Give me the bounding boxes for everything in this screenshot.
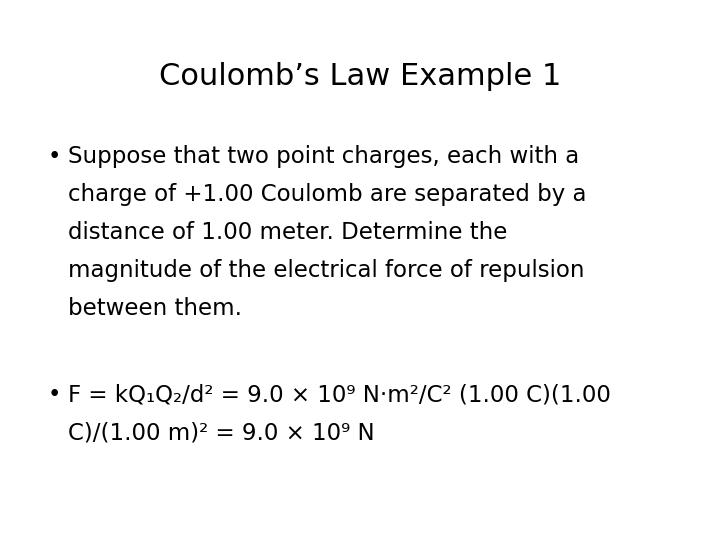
Text: •: • bbox=[48, 145, 61, 168]
Text: charge of +1.00 Coulomb are separated by a: charge of +1.00 Coulomb are separated by… bbox=[68, 183, 587, 206]
Text: Suppose that two point charges, each with a: Suppose that two point charges, each wit… bbox=[68, 145, 580, 168]
Text: distance of 1.00 meter. Determine the: distance of 1.00 meter. Determine the bbox=[68, 221, 508, 244]
Text: magnitude of the electrical force of repulsion: magnitude of the electrical force of rep… bbox=[68, 259, 585, 282]
Text: between them.: between them. bbox=[68, 297, 242, 320]
Text: Coulomb’s Law Example 1: Coulomb’s Law Example 1 bbox=[159, 62, 561, 91]
Text: F = kQ₁Q₂/d² = 9.0 × 10⁹ N·m²/C² (1.00 C)(1.00: F = kQ₁Q₂/d² = 9.0 × 10⁹ N·m²/C² (1.00 C… bbox=[68, 383, 611, 406]
Text: C)/(1.00 m)² = 9.0 × 10⁹ N: C)/(1.00 m)² = 9.0 × 10⁹ N bbox=[68, 421, 374, 444]
Text: •: • bbox=[48, 383, 61, 406]
